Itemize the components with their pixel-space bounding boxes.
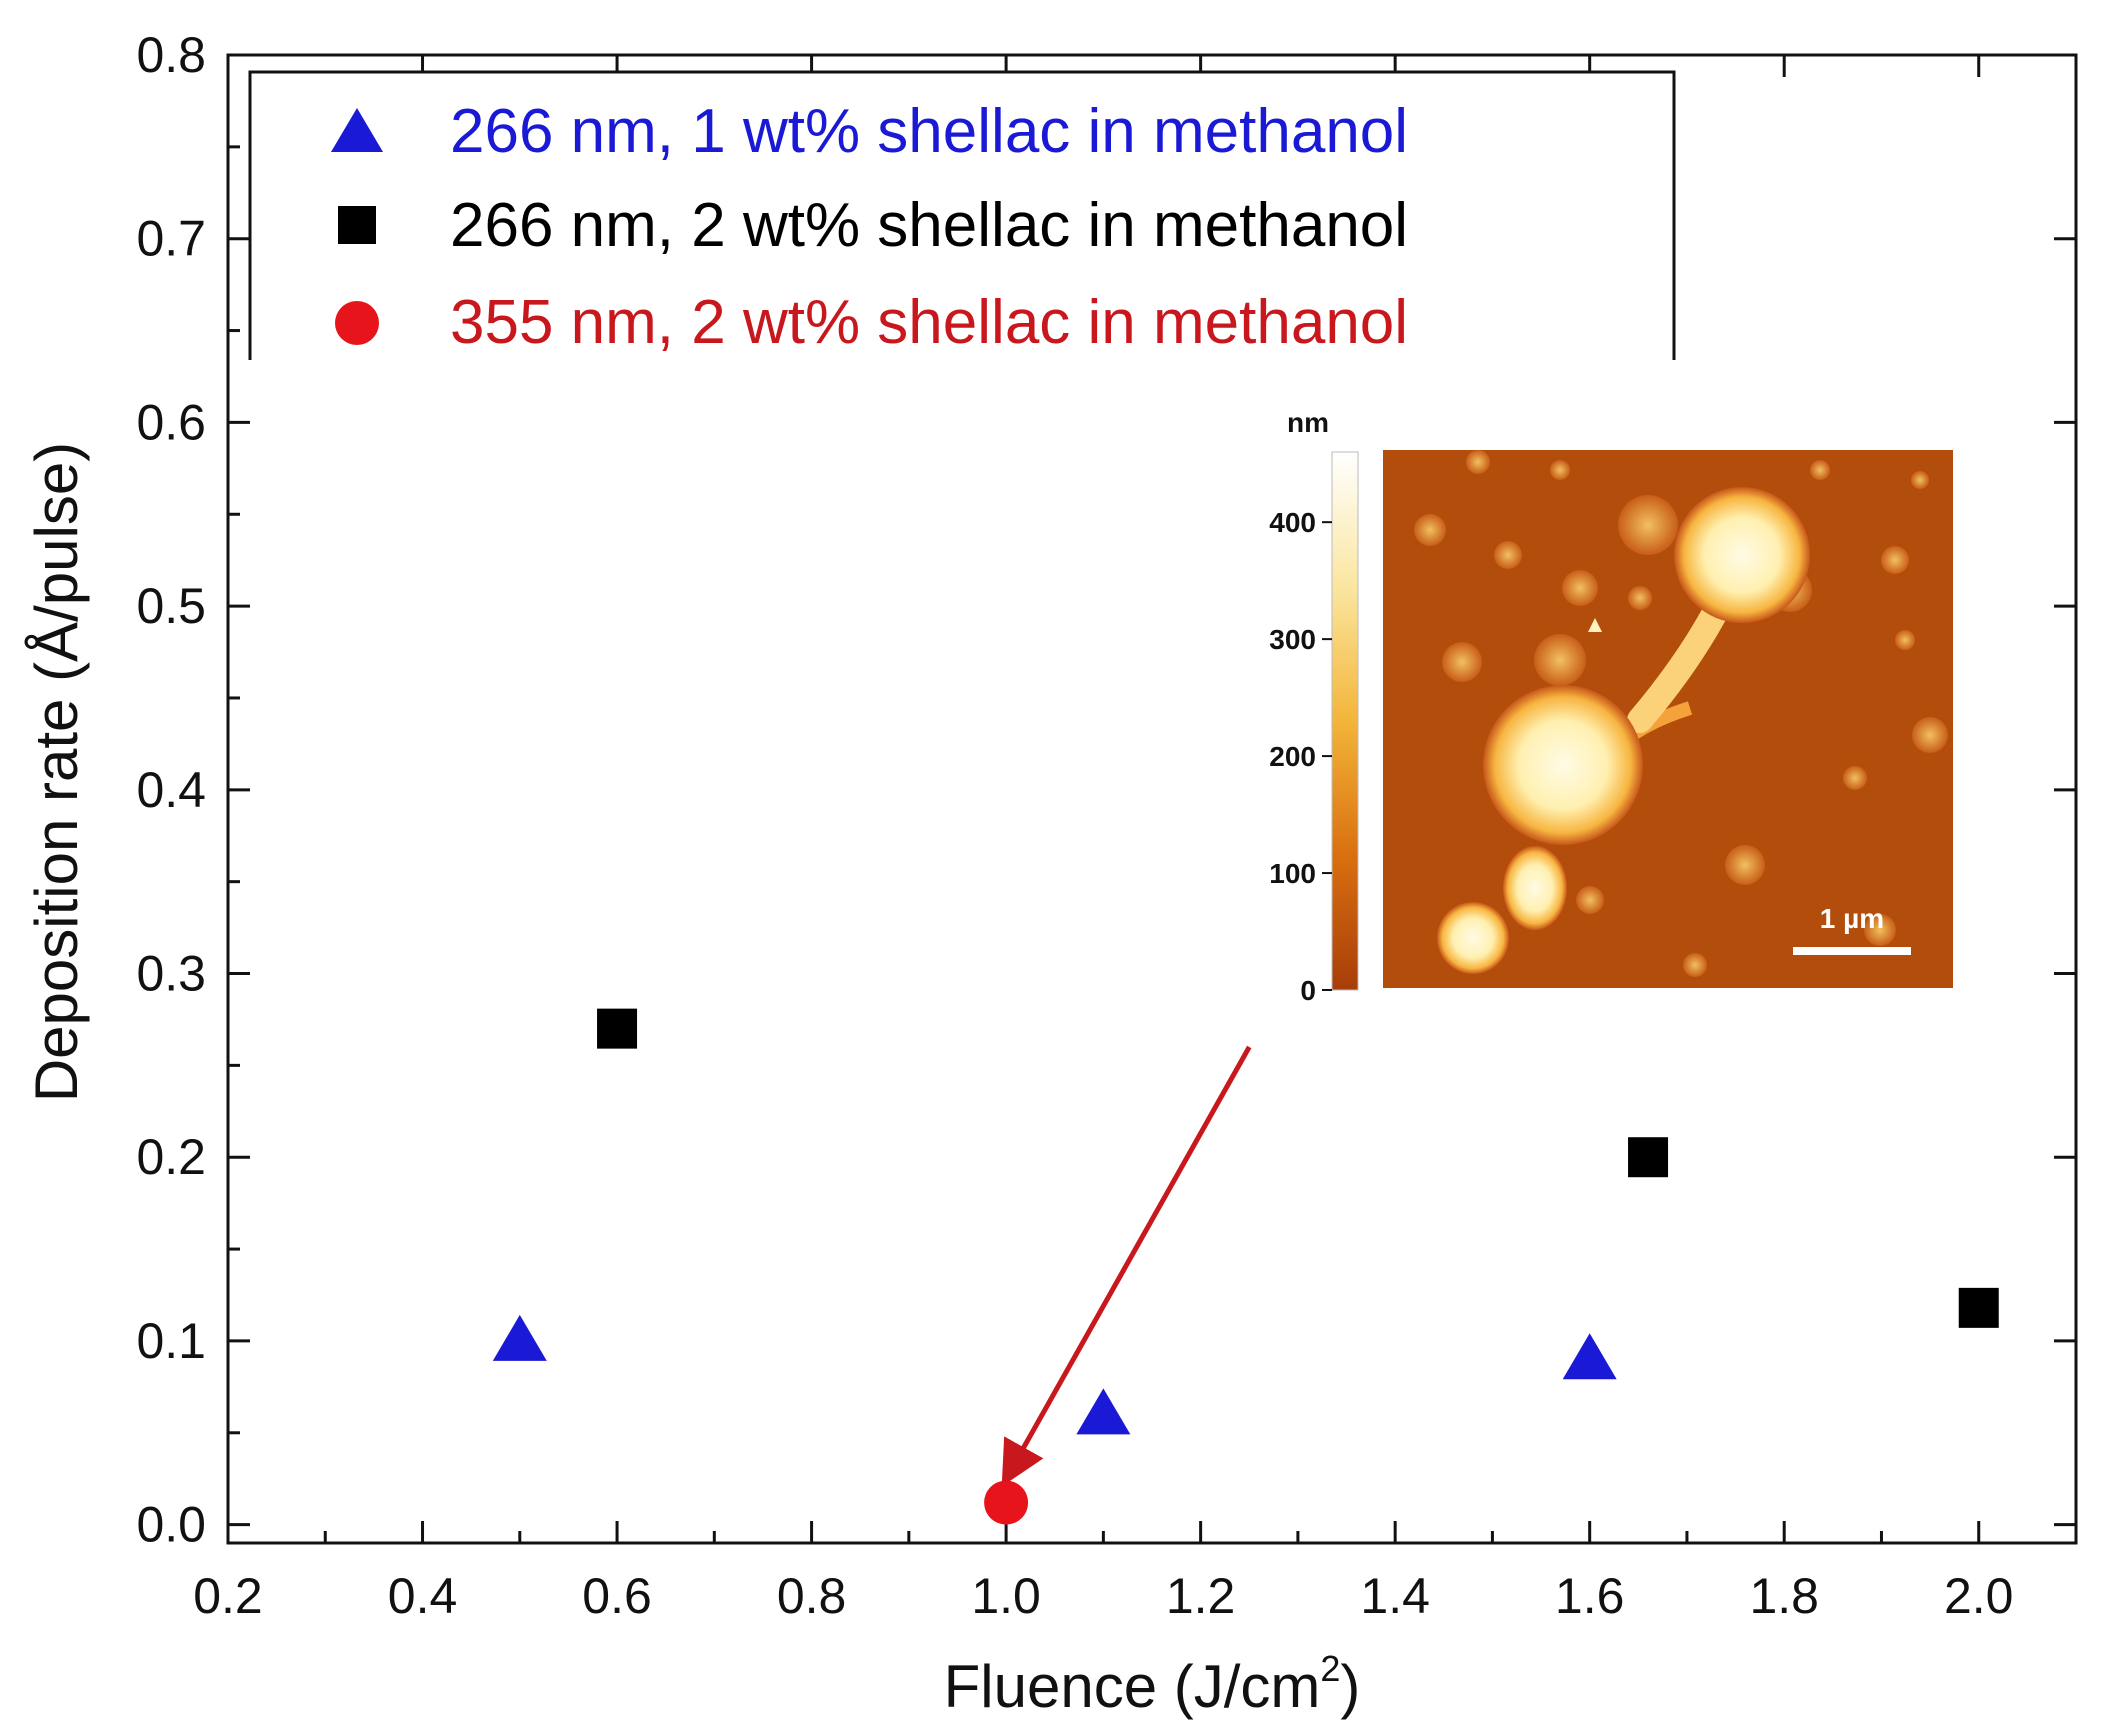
scalebar-label: 1 µm [1820, 903, 1884, 934]
y-tick-label: 0.1 [136, 1313, 206, 1369]
x-tick-labels: 0.2 0.4 0.6 0.8 1.0 1.2 1.4 1.6 1.8 2.0 [193, 1568, 2013, 1624]
data-points [492, 1008, 1999, 1525]
x-tick-label: 2.0 [1944, 1568, 2014, 1624]
y-tick-label: 0.8 [136, 27, 206, 83]
y-axis-title: Deposition rate (Å/pulse) [23, 442, 90, 1102]
x-tick-label: 0.6 [582, 1568, 652, 1624]
x-tick-label: 1.6 [1555, 1568, 1625, 1624]
y-tick-label: 0.6 [136, 394, 206, 450]
colorbar [1331, 451, 1359, 991]
colorbar-tick-label: 0 [1300, 975, 1316, 1006]
data-point-triangle [492, 1314, 547, 1361]
scalebar [1793, 947, 1911, 955]
inset-colorbar: nm 0 100 200 300 400 [1269, 407, 1359, 1006]
colorbar-tick-label: 300 [1269, 624, 1316, 655]
y-tick-label: 0.7 [136, 211, 206, 267]
legend-box [248, 70, 1676, 372]
y-tick-label: 0.3 [136, 946, 206, 1002]
legend-circle-marker [335, 301, 379, 345]
data-point-triangle [1076, 1388, 1131, 1435]
legend-triangle-marker [331, 108, 383, 152]
legend: 266 nm, 1 wt% shellac in methanol 266 nm… [240, 70, 1680, 374]
x-tick-label: 0.2 [193, 1568, 263, 1624]
x-axis-title: Fluence (J/cm2) [944, 1648, 1361, 1720]
afm-image: 1 µm [1383, 450, 1953, 988]
y-tick-label: 0.0 [136, 1497, 206, 1553]
x-tick-label: 1.2 [1166, 1568, 1236, 1624]
data-point-square [597, 1008, 638, 1049]
x-tick-label: 1.4 [1360, 1568, 1430, 1624]
x-tick-label: 0.4 [388, 1568, 458, 1624]
x-tick-label: 0.8 [777, 1568, 847, 1624]
data-point-square [1628, 1137, 1669, 1178]
plot-frame [226, 53, 2078, 1545]
colorbar-unit-label: nm [1287, 407, 1329, 438]
legend-label-series-1: 266 nm, 1 wt% shellac in methanol [450, 97, 1408, 166]
data-point-circle [984, 1480, 1029, 1525]
axis-ticks [226, 53, 2076, 1543]
afm-inset: nm 0 100 200 300 400 [1269, 407, 1953, 1006]
x-tick-label: 1.8 [1749, 1568, 1819, 1624]
y-tick-labels: 0.0 0.1 0.2 0.3 0.4 0.5 0.6 0.7 0.8 [136, 27, 206, 1553]
y-tick-label: 0.5 [136, 578, 206, 634]
colorbar-tick-label: 100 [1269, 858, 1316, 889]
y-tick-label: 0.2 [136, 1129, 206, 1185]
y-tick-label: 0.4 [136, 762, 206, 818]
legend-label-series-2: 266 nm, 2 wt% shellac in methanol [450, 191, 1408, 260]
colorbar-tick-label: 400 [1269, 507, 1316, 538]
colorbar-tick-label: 200 [1269, 741, 1316, 772]
annotation-arrow [1001, 1045, 1252, 1487]
legend-label-series-3: 355 nm, 2 wt% shellac in methanol [450, 288, 1408, 357]
legend-square-marker [338, 206, 376, 244]
data-point-triangle [1562, 1333, 1617, 1380]
data-point-square [1958, 1287, 1999, 1328]
x-tick-label: 1.0 [971, 1568, 1041, 1624]
